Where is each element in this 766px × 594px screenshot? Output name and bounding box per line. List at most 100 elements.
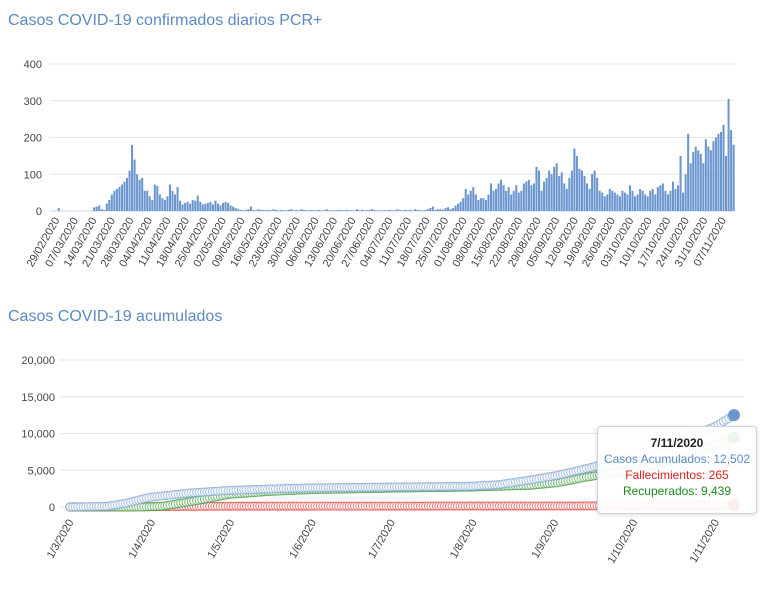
bar [224, 201, 227, 211]
bar [527, 179, 530, 211]
bar [530, 185, 533, 211]
bar [545, 177, 548, 211]
bar [679, 155, 682, 211]
bar [206, 202, 209, 211]
bar [707, 146, 710, 211]
bar [540, 190, 543, 211]
bar [409, 209, 412, 211]
bar [730, 130, 733, 211]
bar [247, 209, 250, 211]
bar [219, 205, 222, 211]
bar [436, 209, 439, 211]
bar [265, 210, 268, 211]
bar [714, 137, 717, 211]
bar [555, 163, 558, 211]
y-tick-label: 20,000 [21, 355, 55, 367]
bar [128, 170, 131, 211]
bar [373, 209, 376, 211]
bar [487, 194, 490, 211]
bar [171, 190, 174, 211]
bar [302, 209, 305, 211]
bar [661, 183, 664, 211]
bar [563, 183, 566, 211]
bar [100, 209, 103, 211]
bar [211, 204, 214, 211]
y-tick-label: 0 [49, 502, 55, 514]
bar [454, 205, 457, 211]
bar [431, 206, 434, 211]
bar [143, 190, 146, 211]
tooltip-date: 7/11/2020 [650, 436, 704, 450]
bar [199, 201, 202, 211]
bar [115, 188, 118, 211]
bar [201, 204, 204, 211]
bar [522, 183, 525, 211]
bar [654, 194, 657, 211]
bar [639, 188, 642, 211]
bar [596, 177, 599, 211]
bar [682, 192, 685, 211]
bar [646, 196, 649, 211]
bar [95, 206, 98, 211]
bar [669, 190, 672, 211]
bar [452, 208, 455, 211]
bar [398, 210, 401, 211]
x-tick-label: 1/8/2020 [448, 518, 480, 561]
tooltip-casos: Casos Acumulados: 12,502 [603, 452, 751, 466]
bar [158, 194, 161, 211]
bar [272, 209, 275, 211]
bar [649, 190, 652, 211]
bar [313, 210, 316, 211]
bar [532, 183, 535, 211]
bar [163, 199, 166, 211]
bar [694, 146, 697, 211]
bar [333, 210, 336, 211]
tooltip-fallecimientos: Fallecimientos: 265 [625, 468, 729, 482]
bar [444, 208, 447, 211]
bar [98, 205, 101, 211]
bar [287, 209, 290, 211]
bar [613, 192, 616, 211]
bar [573, 148, 576, 211]
bar [343, 210, 346, 211]
bar [133, 159, 136, 211]
bar [146, 190, 149, 211]
bar [242, 210, 245, 211]
bar [267, 209, 270, 211]
bar [651, 188, 654, 211]
bar [93, 207, 96, 211]
bar [280, 209, 283, 211]
y-tick-label: 100 [24, 169, 42, 181]
bar [583, 176, 586, 211]
bar [194, 200, 197, 211]
bar [335, 210, 338, 211]
x-tick-label: 1/9/2020 [530, 518, 562, 561]
bar [371, 209, 374, 211]
chart-tooltip: 7/11/2020 Casos Acumulados: 12,502 Falle… [597, 426, 757, 514]
chart2-title: Casos COVID-19 acumulados [8, 308, 223, 325]
bar [186, 201, 189, 211]
bar [120, 184, 123, 211]
bar [656, 187, 659, 211]
bar [295, 209, 298, 211]
bar [244, 209, 247, 211]
bar [386, 210, 389, 211]
bar [598, 190, 601, 211]
bar [366, 210, 369, 211]
bar [636, 194, 639, 211]
bar [507, 187, 510, 211]
bar [136, 174, 139, 211]
bar [719, 131, 723, 211]
bar [419, 210, 422, 211]
bar [153, 184, 156, 211]
bar [591, 174, 594, 211]
bar [131, 144, 134, 211]
bar [671, 181, 674, 211]
bar [323, 210, 326, 211]
bar [257, 209, 260, 211]
y-tick-label: 200 [24, 133, 42, 145]
bar [709, 150, 712, 211]
bar [727, 98, 730, 211]
bar [297, 210, 300, 211]
bar [628, 185, 632, 211]
